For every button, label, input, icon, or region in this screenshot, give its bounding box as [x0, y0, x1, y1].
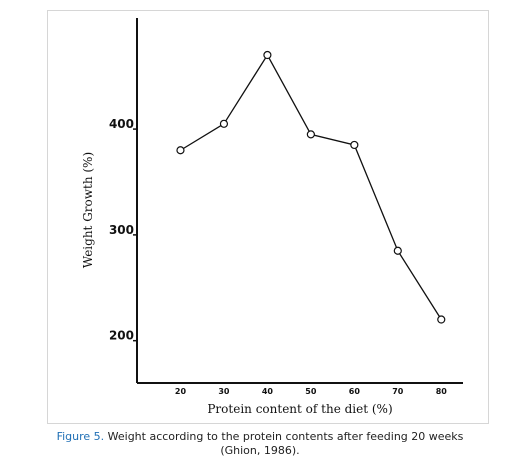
x-tick-label: 20 — [175, 387, 187, 396]
data-point — [306, 130, 315, 139]
x-tick-label: 70 — [392, 387, 404, 396]
figure-caption-text: Weight according to the protein contents… — [104, 430, 464, 457]
y-tick-label: 400 — [109, 117, 134, 131]
x-tick-label: 80 — [436, 387, 448, 396]
data-point — [350, 140, 359, 150]
chart-ticks: 200 300 400 20 30 40 50 60 70 80 — [109, 117, 447, 396]
data-point — [393, 246, 402, 255]
x-tick-label: 30 — [218, 387, 230, 396]
data-point — [219, 119, 229, 128]
x-tick-label: 40 — [262, 387, 274, 396]
figure-caption: Figure 5. Weight according to the protei… — [40, 430, 480, 458]
data-point — [263, 50, 272, 60]
x-tick-label: 60 — [349, 387, 361, 396]
data-point — [437, 315, 446, 324]
chart-axes — [136, 18, 463, 384]
figure-caption-label: Figure 5. — [56, 430, 105, 443]
y-axis-title: Weight Growth (%) — [81, 151, 95, 269]
y-tick-label: 200 — [109, 329, 134, 343]
chart-series — [176, 50, 446, 324]
y-tick-label: 300 — [109, 223, 134, 237]
x-axis-title: Protein content of the diet (%) — [207, 402, 393, 416]
series-line — [180, 53, 442, 320]
y-axis-title-wrap: Weight Growth (%) — [58, 90, 118, 330]
data-point — [176, 146, 185, 155]
figure-frame — [47, 10, 489, 424]
x-tick-label: 50 — [305, 387, 317, 396]
